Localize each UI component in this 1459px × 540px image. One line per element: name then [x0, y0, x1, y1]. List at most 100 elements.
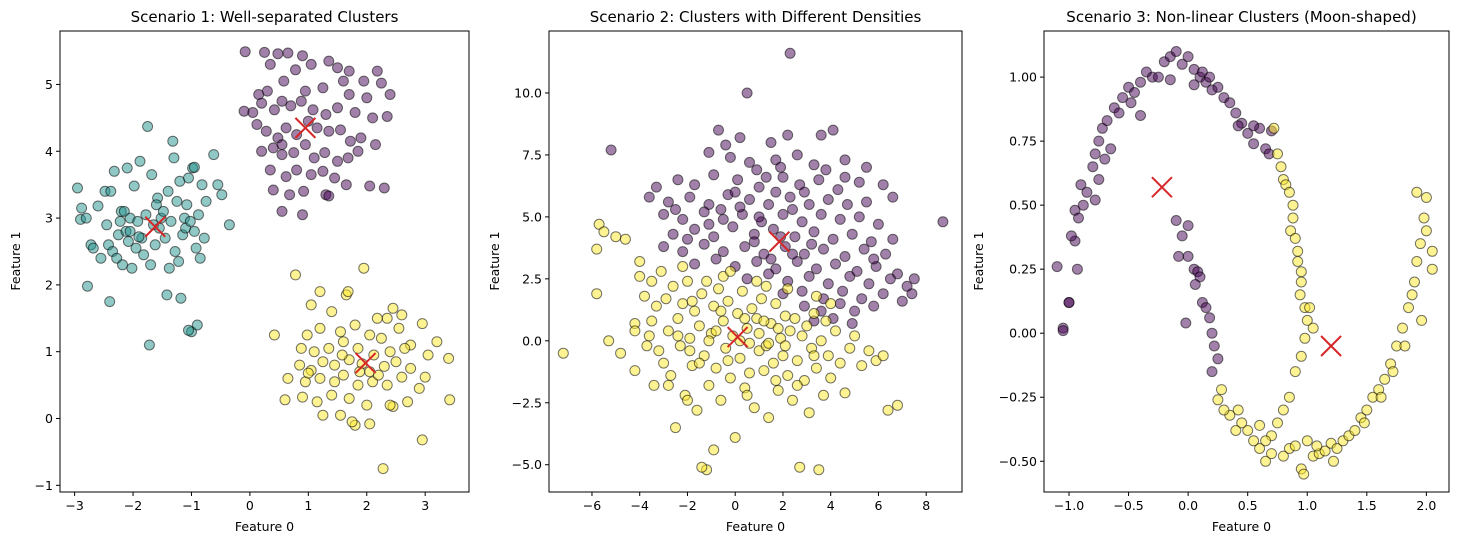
x-tick-label: 2	[779, 498, 787, 513]
data-point	[1075, 179, 1087, 191]
data-point	[295, 95, 307, 107]
data-point	[384, 89, 396, 100]
data-point	[92, 200, 104, 212]
data-point	[724, 151, 736, 163]
data-point	[603, 335, 615, 347]
data-point	[591, 243, 603, 255]
data-point	[667, 228, 679, 240]
data-point	[803, 407, 815, 419]
chart-title: Scenario 2: Clusters with Different Dens…	[590, 8, 922, 26]
data-point	[822, 194, 834, 205]
data-point	[1173, 250, 1185, 262]
data-point	[307, 104, 319, 116]
data-point	[1200, 302, 1212, 314]
data-point	[1301, 314, 1313, 326]
data-point	[1176, 230, 1188, 242]
data-point	[770, 186, 782, 198]
data-point	[784, 191, 796, 203]
data-point	[1216, 384, 1227, 396]
data-point	[344, 135, 356, 147]
data-point	[264, 58, 276, 70]
data-point	[1307, 322, 1319, 334]
y-tick-label: 3	[45, 211, 53, 226]
data-point	[1051, 261, 1063, 273]
data-point	[349, 107, 361, 118]
data-point	[591, 288, 603, 300]
data-point	[261, 85, 273, 97]
centroid-marker	[1320, 335, 1342, 357]
data-point	[825, 372, 837, 384]
data-point	[80, 212, 92, 224]
x-tick-label: −6	[583, 498, 601, 513]
data-point	[744, 194, 755, 205]
data-point	[1420, 192, 1432, 203]
data-point	[629, 365, 641, 377]
data-point	[320, 109, 332, 120]
data-point	[256, 97, 268, 109]
data-point	[701, 275, 713, 287]
data-point	[717, 246, 729, 258]
data-point	[184, 215, 196, 227]
data-point	[1349, 425, 1361, 436]
data-point	[1077, 199, 1089, 211]
y-tick-label: 0.00	[1009, 326, 1037, 341]
data-point	[256, 145, 268, 157]
data-point	[822, 278, 834, 290]
data-point	[741, 273, 753, 285]
data-point	[299, 139, 311, 151]
data-point	[758, 365, 770, 377]
data-point	[1361, 404, 1373, 416]
data-point	[260, 125, 272, 137]
data-point	[906, 288, 918, 300]
data-point	[393, 322, 405, 334]
data-point	[658, 208, 670, 220]
data-point	[150, 199, 162, 211]
y-axis-label: Feature 1	[971, 231, 986, 290]
data-point	[818, 243, 829, 255]
data-point	[724, 265, 736, 277]
data-point	[734, 132, 746, 144]
y-tick-label: 7.5	[522, 147, 542, 162]
data-point	[655, 265, 667, 277]
data-point	[1232, 404, 1244, 416]
data-point	[844, 270, 856, 282]
data-point	[375, 332, 387, 344]
data-point	[703, 146, 715, 158]
data-point	[1387, 366, 1399, 378]
data-point	[689, 223, 701, 235]
data-point	[1379, 373, 1391, 385]
data-point	[887, 191, 899, 203]
data-point	[677, 246, 689, 258]
data-point	[646, 315, 658, 327]
data-point	[1212, 81, 1224, 93]
data-point	[1212, 353, 1224, 365]
data-point	[1375, 391, 1387, 403]
data-point	[311, 396, 323, 408]
data-point	[352, 145, 364, 157]
data-point	[247, 107, 259, 118]
data-point	[301, 329, 313, 341]
data-point	[1073, 212, 1084, 224]
data-point	[332, 155, 343, 167]
x-tick-label: 1.5	[1357, 498, 1377, 513]
data-point	[87, 242, 99, 254]
data-point	[815, 208, 827, 220]
data-point	[684, 345, 696, 357]
data-point	[772, 322, 784, 334]
centroid-stroke	[726, 326, 749, 348]
data-point	[650, 300, 662, 312]
data-point	[308, 346, 320, 358]
data-point	[1411, 256, 1423, 267]
data-point	[815, 335, 827, 347]
data-point	[1416, 314, 1428, 326]
data-point	[720, 139, 732, 151]
data-point	[748, 402, 760, 414]
data-point	[861, 196, 872, 208]
data-point	[317, 409, 329, 421]
data-point	[1218, 404, 1230, 416]
data-point	[1188, 79, 1200, 91]
data-point	[684, 191, 696, 203]
data-point	[746, 303, 758, 315]
data-point	[1206, 366, 1218, 378]
data-point	[381, 312, 393, 324]
